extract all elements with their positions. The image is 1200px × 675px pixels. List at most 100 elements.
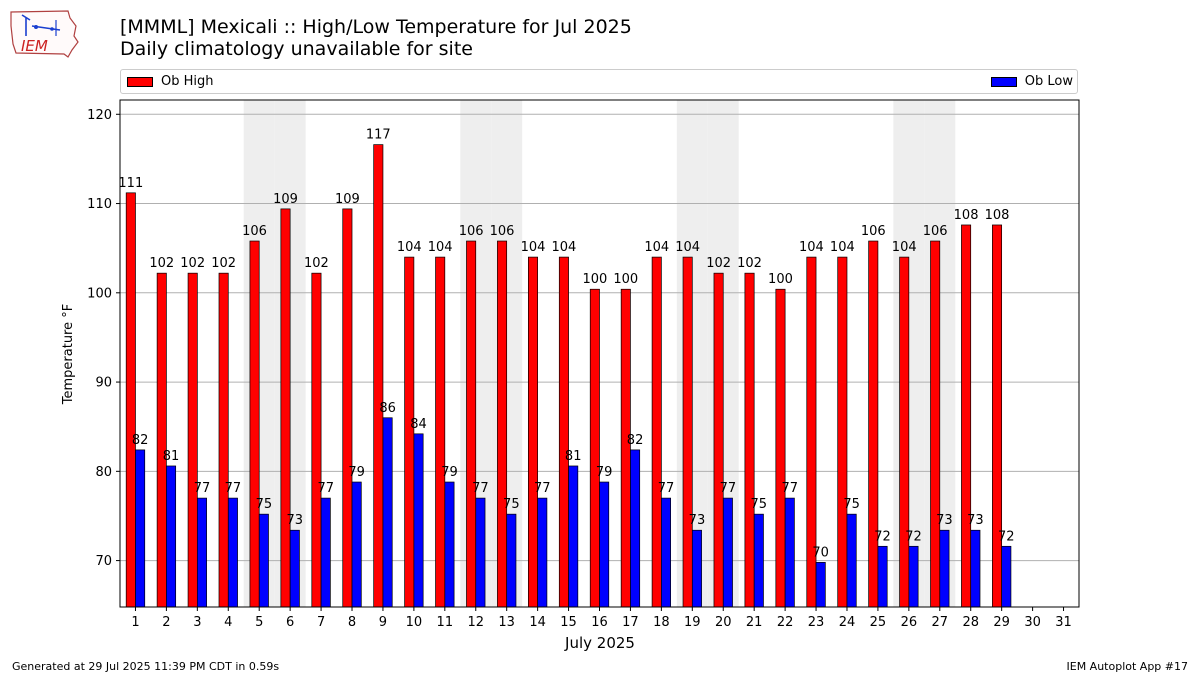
bar-low-day-28: [970, 529, 981, 608]
bar-low-day-25: [877, 545, 888, 608]
value-label-high-day-18: 104: [644, 240, 669, 255]
value-label-low-day-8: 79: [348, 465, 365, 480]
value-label-low-day-5: 75: [256, 497, 273, 512]
bar-low-day-26: [908, 545, 919, 608]
bar-high-day-1: [125, 192, 136, 608]
value-label-high-day-29: 108: [985, 208, 1010, 223]
bar-high-day-29: [992, 224, 1003, 608]
autoplot-app-label: IEM Autoplot App #17: [1066, 660, 1189, 673]
bar-low-day-23: [815, 562, 826, 608]
value-label-high-day-8: 109: [335, 192, 360, 207]
x-axis-label: July 2025: [564, 634, 635, 652]
y-axis-label: Temperature °F: [61, 304, 76, 405]
x-tick-label-28: 28: [962, 615, 979, 630]
bar-high-day-15: [558, 256, 569, 608]
bars: [125, 144, 1012, 608]
value-label-high-day-1: 111: [118, 176, 143, 191]
x-tick-label-18: 18: [653, 615, 670, 630]
bar-low-day-29: [1001, 545, 1012, 608]
bar-low-day-3: [196, 497, 207, 608]
bar-high-day-19: [682, 256, 693, 608]
generated-timestamp: Generated at 29 Jul 2025 11:39 PM CDT in…: [12, 660, 280, 673]
bar-high-day-26: [899, 256, 910, 608]
value-label-high-day-13: 106: [490, 224, 515, 239]
bar-high-day-7: [311, 272, 322, 608]
chart-legend: Ob High Ob Low: [120, 69, 1078, 94]
value-label-high-day-23: 104: [799, 240, 824, 255]
legend-label-high: Ob High: [161, 74, 214, 89]
value-label-low-day-9: 86: [379, 401, 396, 416]
value-label-low-day-20: 77: [720, 481, 737, 496]
legend-swatch-high: [127, 76, 153, 87]
x-tick-label-30: 30: [1024, 615, 1041, 630]
x-tick-label-23: 23: [808, 615, 825, 630]
iem-logo-graphic: IEM: [10, 10, 79, 58]
bar-low-day-20: [722, 497, 733, 608]
value-label-low-day-19: 73: [689, 513, 706, 528]
y-tick-label-100: 100: [87, 286, 112, 301]
bar-high-day-21: [744, 272, 755, 608]
value-label-high-day-14: 104: [521, 240, 546, 255]
bar-low-day-21: [753, 513, 764, 608]
legend-swatch-low: [990, 76, 1017, 87]
value-label-high-day-3: 102: [180, 256, 205, 271]
bar-low-day-16: [599, 481, 610, 608]
x-tick-label-14: 14: [529, 615, 546, 630]
y-tick-label-90: 90: [95, 376, 112, 391]
x-tick-label-24: 24: [839, 615, 856, 630]
value-label-low-day-22: 77: [781, 481, 798, 496]
bar-low-day-15: [568, 465, 579, 608]
value-label-low-day-16: 79: [596, 465, 613, 480]
bar-low-day-1: [135, 449, 146, 608]
value-label-high-day-28: 108: [954, 208, 979, 223]
value-label-high-day-12: 106: [459, 224, 484, 239]
bar-low-day-9: [382, 417, 393, 608]
value-label-low-day-12: 77: [472, 481, 489, 496]
value-label-low-day-25: 72: [874, 529, 891, 544]
bar-high-day-9: [373, 144, 384, 608]
x-tick-label-12: 12: [467, 615, 484, 630]
value-label-low-day-10: 84: [410, 417, 427, 432]
value-label-low-day-4: 77: [225, 481, 242, 496]
value-label-low-day-17: 82: [627, 433, 644, 448]
value-label-high-day-9: 117: [366, 128, 391, 143]
value-label-low-day-28: 73: [967, 513, 984, 528]
bar-high-day-14: [527, 256, 538, 608]
x-tick-label-27: 27: [932, 615, 949, 630]
value-label-high-day-6: 109: [273, 192, 298, 207]
bar-high-day-12: [466, 240, 477, 608]
bar-low-day-10: [413, 433, 424, 608]
value-label-low-day-27: 73: [936, 513, 953, 528]
x-tick-label-6: 6: [286, 615, 294, 630]
x-tick-label-3: 3: [193, 615, 201, 630]
value-label-high-day-20: 102: [706, 256, 731, 271]
value-label-high-day-19: 104: [675, 240, 700, 255]
bar-high-day-11: [435, 256, 446, 608]
bar-low-day-27: [939, 529, 950, 608]
value-label-low-day-7: 77: [317, 481, 334, 496]
x-tick-label-22: 22: [777, 615, 794, 630]
bar-high-day-8: [342, 208, 353, 608]
x-tick-label-19: 19: [684, 615, 701, 630]
x-tick-label-9: 9: [379, 615, 387, 630]
bar-high-day-4: [218, 272, 229, 608]
value-label-low-day-2: 81: [163, 449, 180, 464]
value-label-high-day-15: 104: [552, 240, 577, 255]
x-tick-label-5: 5: [255, 615, 263, 630]
value-label-high-day-11: 104: [428, 240, 453, 255]
legend-label-low: Ob Low: [1024, 74, 1073, 89]
x-tick-label-11: 11: [437, 615, 454, 630]
value-label-high-day-27: 106: [923, 224, 948, 239]
iem-logo: IEM: [8, 6, 82, 60]
bar-low-day-2: [166, 465, 177, 608]
value-label-low-day-6: 73: [287, 513, 304, 528]
x-tick-label-21: 21: [746, 615, 763, 630]
bar-low-day-18: [661, 497, 672, 608]
value-label-low-day-3: 77: [194, 481, 211, 496]
value-label-high-day-26: 104: [892, 240, 917, 255]
bar-high-day-20: [713, 272, 724, 608]
bar-high-day-28: [961, 224, 972, 608]
bar-low-day-22: [784, 497, 795, 608]
bar-low-day-11: [444, 481, 455, 608]
bar-low-day-13: [506, 513, 517, 608]
